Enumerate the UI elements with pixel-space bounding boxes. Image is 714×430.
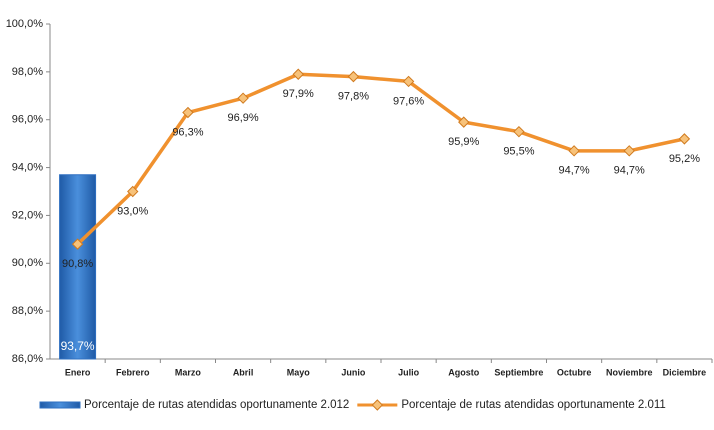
y-tick-label: 98,0% xyxy=(12,66,43,78)
y-tick-label: 88,0% xyxy=(12,305,43,317)
x-tick-label: Junio xyxy=(341,367,366,377)
data-label: 96,3% xyxy=(172,126,203,138)
line xyxy=(76,72,685,246)
data-label: 95,9% xyxy=(448,136,479,148)
data-label: 97,8% xyxy=(338,91,369,103)
x-tick-label: Enero xyxy=(65,367,91,377)
y-tick-label: 86,0% xyxy=(12,353,43,365)
data-label: 97,9% xyxy=(283,88,314,100)
legend-marker xyxy=(371,399,384,411)
x-tick-label: Noviembre xyxy=(606,367,653,377)
marker xyxy=(347,70,360,83)
x-tick-label: Septiembre xyxy=(494,367,543,377)
legend-label: Porcentaje de rutas atendidas oportuname… xyxy=(84,399,349,411)
y-tick-label: 96,0% xyxy=(12,114,43,126)
data-label: 94,7% xyxy=(558,165,589,177)
data-label: 97,6% xyxy=(393,95,424,107)
x-tick-label: Marzo xyxy=(175,367,202,377)
x-tick-label: Julio xyxy=(398,367,420,377)
x-tick-label: Octubre xyxy=(557,367,592,377)
marker xyxy=(292,68,304,80)
legend-swatch xyxy=(39,401,81,409)
marker xyxy=(678,133,691,145)
marker xyxy=(513,125,525,138)
legend-label: Porcentaje de rutas atendidas oportuname… xyxy=(401,399,665,411)
y-tick-label: 94,0% xyxy=(12,161,43,173)
x-tick-label: Agosto xyxy=(448,367,479,377)
bar xyxy=(59,174,97,360)
marker xyxy=(402,75,415,88)
marker xyxy=(623,145,635,157)
x-tick-label: Abril xyxy=(233,367,254,377)
data-label: 95,2% xyxy=(669,153,700,165)
x-tick-label: Diciembre xyxy=(663,367,707,377)
data-label: 96,9% xyxy=(227,112,258,124)
y-tick-label: 92,0% xyxy=(12,209,43,221)
data-label: 94,7% xyxy=(614,165,645,177)
data-label: 93,0% xyxy=(117,205,148,217)
x-tick-label: Febrero xyxy=(116,367,150,377)
marker xyxy=(71,238,84,250)
data-label: 95,5% xyxy=(503,146,534,158)
marker xyxy=(568,145,580,157)
marker xyxy=(127,185,139,198)
bar-label: 93,7% xyxy=(61,339,95,353)
data-label: 90,8% xyxy=(62,258,93,270)
marker xyxy=(182,106,194,119)
x-tick-label: Mayo xyxy=(287,367,311,377)
marker xyxy=(458,116,470,128)
marker xyxy=(237,92,249,104)
y-tick-label: 100,0% xyxy=(6,18,44,30)
y-tick-label: 90,0% xyxy=(12,257,43,269)
